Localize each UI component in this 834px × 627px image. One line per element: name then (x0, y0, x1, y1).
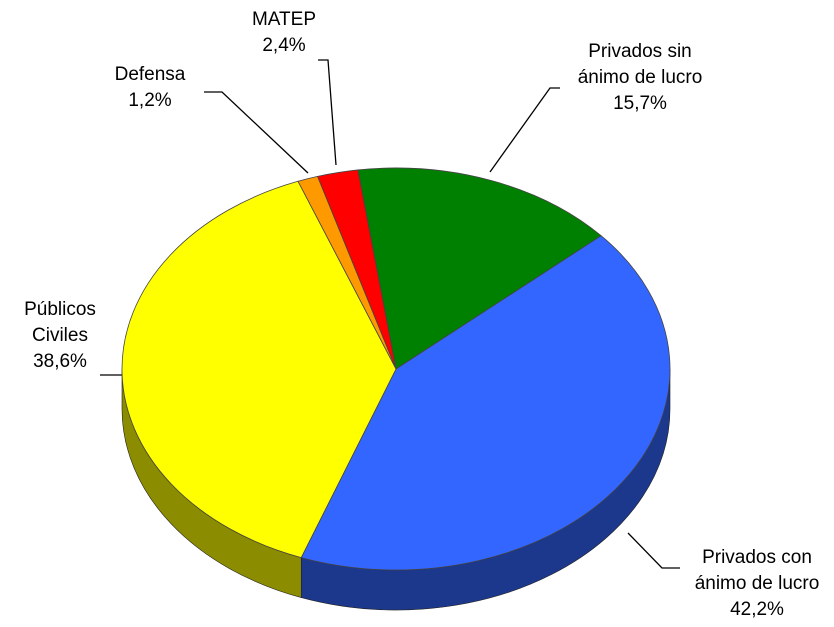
pie-tops (121, 167, 671, 571)
value-label: 38,6% (33, 351, 87, 372)
slice-label: Defensa (115, 64, 186, 85)
leader-line (204, 91, 309, 174)
slice-label-line: Privados sin (588, 41, 692, 62)
slice-label-line: Civiles (32, 325, 88, 346)
value-label: 2,4% (262, 35, 305, 56)
slice (317, 169, 397, 370)
slice-label: Privados sin ánimo de lucro (578, 41, 703, 88)
leader-line (627, 532, 680, 569)
slice-label-line: Públicos (24, 299, 96, 320)
leader-line (318, 59, 337, 166)
leader-line (489, 87, 560, 173)
slice-label-line: Privados con (702, 547, 812, 568)
slice-label-line: MATEP (252, 9, 316, 30)
slice-label-line: ánimo de lucro (695, 573, 820, 594)
slice-label: Privados con ánimo de lucro (695, 547, 820, 594)
slice (300, 235, 671, 571)
slice-label: MATEP (252, 9, 316, 30)
slice (357, 167, 602, 370)
slice-label: Públicos Civiles (24, 299, 96, 346)
leader-lines (100, 59, 680, 569)
slice-label-line: Defensa (115, 64, 186, 85)
slice-label-line: ánimo de lucro (578, 67, 703, 88)
value-label: 42,2% (730, 599, 784, 620)
value-label: 1,2% (128, 90, 171, 111)
value-label: 15,7% (613, 93, 667, 114)
slice (121, 180, 397, 559)
